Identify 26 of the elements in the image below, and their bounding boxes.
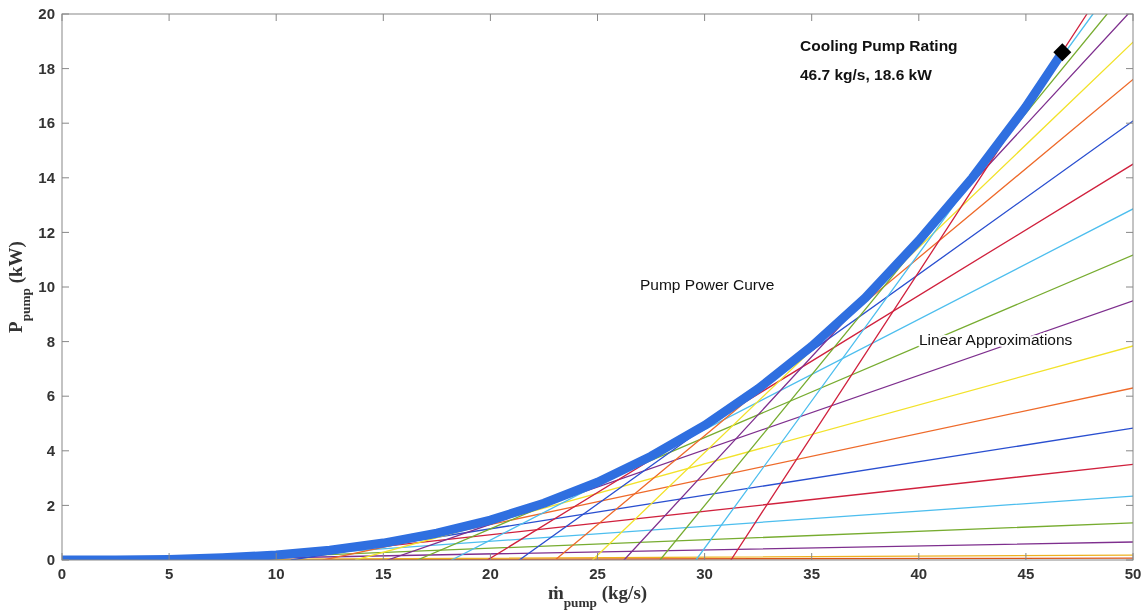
x-tick-label: 5 [164,565,174,582]
annotation: Pump Power Curve [640,276,775,293]
x-tick-label: 30 [696,565,713,582]
x-axis-title: ṁ$_{pump}$ (kg/s) [547,582,648,610]
y-tick-label: 20 [38,5,55,23]
x-tick-label: 35 [803,565,821,582]
x-tick-label: 25 [589,565,606,582]
y-tick-label: 0 [46,551,55,569]
y-tick-label: 4 [46,442,56,460]
y-tick-label: 6 [46,387,55,405]
x-tick-label: 10 [267,565,285,582]
x-tick-label: 40 [910,565,928,582]
x-tick-label: 50 [1124,565,1142,582]
x-tick-label: 20 [482,565,499,582]
y-tick-label: 10 [38,278,55,296]
annotation: 46.7 kg/s, 18.6 kW [800,66,933,83]
y-tick-label: 12 [38,223,55,241]
y-tick-label: 16 [38,114,55,132]
y-tick-label: 18 [38,59,55,77]
x-tick-label: 45 [1017,565,1035,582]
y-tick-label: 2 [46,496,55,514]
y-tick-label: 14 [38,169,56,187]
x-tick-label: 0 [57,565,67,582]
x-tick-label: 15 [374,565,392,582]
y-tick-label: 8 [46,332,55,350]
annotation: Cooling Pump Rating [800,37,958,54]
